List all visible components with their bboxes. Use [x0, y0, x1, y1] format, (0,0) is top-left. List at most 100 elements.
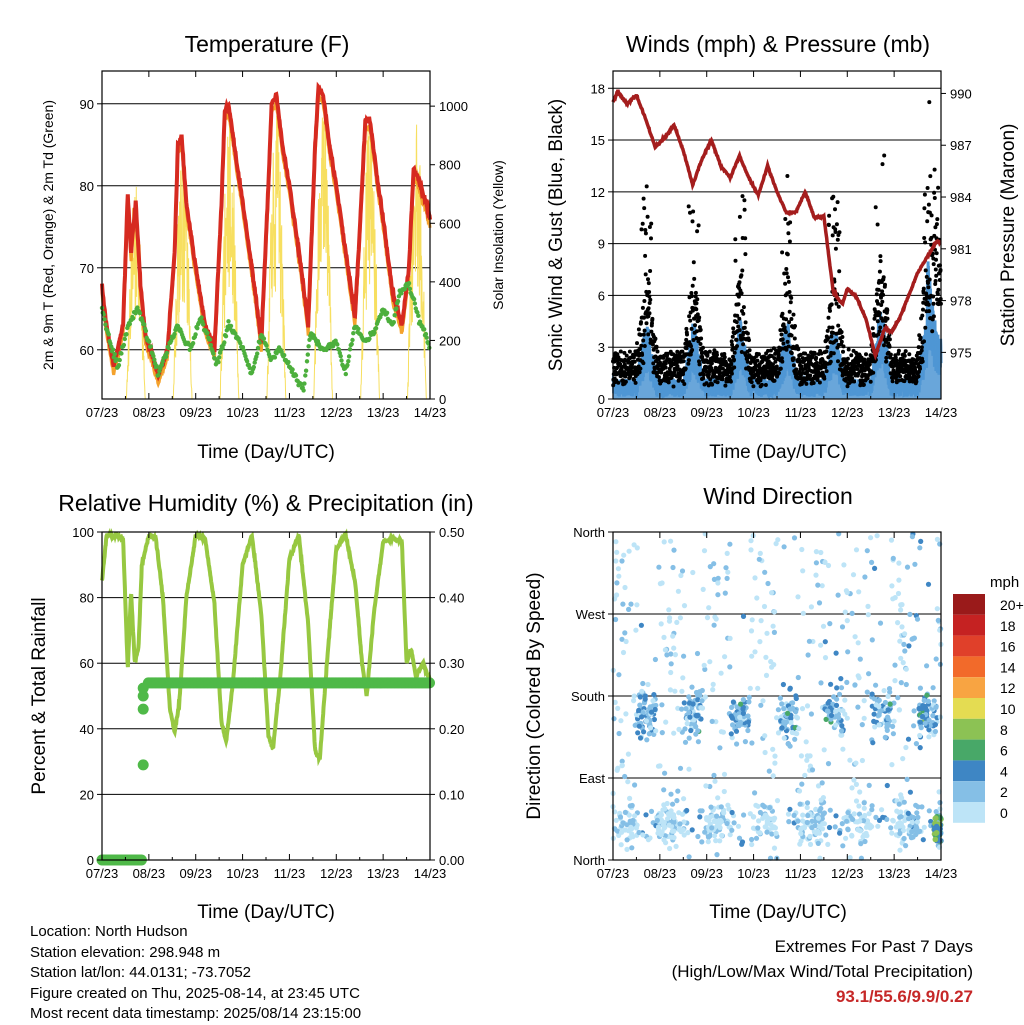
direction-point [876, 722, 882, 728]
gust-point [822, 376, 827, 381]
gust-point [687, 314, 692, 319]
direction-point [661, 634, 667, 641]
direction-point [807, 753, 813, 759]
direction-point [856, 589, 862, 595]
gust-point [640, 305, 645, 310]
gust-point [710, 382, 715, 387]
dewpoint-point [102, 317, 107, 322]
gust-point [831, 194, 836, 199]
direction-point [781, 735, 787, 741]
direction-point [825, 761, 832, 767]
gust-point [796, 347, 801, 352]
direction-point [661, 787, 667, 793]
direction-point [614, 592, 620, 598]
gust-point [729, 371, 734, 376]
direction-point [645, 681, 651, 688]
direction-point [629, 845, 635, 851]
gust-point [743, 236, 748, 241]
direction-point [799, 781, 805, 787]
y2-tick-label: 0.20 [439, 722, 464, 737]
gust-point [640, 352, 645, 357]
direction-point [844, 618, 850, 624]
direction-point [847, 757, 853, 763]
direction-point [805, 652, 811, 658]
dewpoint-point [336, 347, 342, 352]
gust-point [841, 344, 846, 349]
gust-point [921, 286, 926, 291]
direction-point [932, 722, 939, 728]
direction-point [695, 693, 701, 699]
direction-point [623, 638, 629, 645]
gust-point [635, 341, 639, 346]
direction-point [794, 731, 800, 737]
gust-point [926, 285, 931, 290]
direction-point [794, 715, 801, 721]
direction-point [737, 714, 743, 721]
dewpoint-point [142, 322, 147, 327]
gust-point [780, 250, 785, 255]
direction-point [708, 804, 714, 810]
gust-point [742, 198, 747, 203]
direction-point [721, 810, 727, 816]
direction-point [925, 698, 932, 705]
direction-point [645, 837, 652, 843]
direction-point [917, 745, 923, 751]
direction-point [898, 607, 904, 613]
gust-point [774, 364, 779, 369]
gust-point [783, 217, 788, 221]
direction-point [915, 829, 922, 835]
direction-point [672, 652, 679, 658]
direction-point [900, 827, 907, 834]
x-tick-label: 09/23 [179, 866, 212, 881]
gust-point [891, 368, 896, 373]
humidity-title: Relative Humidity (%) & Precipitation (i… [58, 490, 473, 516]
station-location: Location: North Hudson [30, 923, 188, 940]
y2-tick-label: 981 [950, 242, 972, 257]
gust-point [698, 342, 703, 346]
direction-point [855, 673, 861, 679]
dewpoint-point [407, 286, 413, 291]
direction-point [657, 581, 664, 587]
direction-point [825, 700, 831, 706]
direction-point [818, 642, 824, 648]
gust-point [798, 352, 803, 357]
direction-point [631, 542, 637, 548]
direction-point [780, 681, 787, 688]
gust-point [647, 225, 652, 229]
direction-point [758, 702, 764, 708]
direction-point [852, 682, 858, 688]
x-tick-label: 08/23 [133, 405, 166, 420]
direction-point [817, 823, 823, 830]
winds-y-label: Sonic Wind & Gust (Blue, Black) [546, 99, 567, 371]
dewpoint-point [106, 332, 111, 337]
direction-point [679, 811, 686, 817]
gust-point [694, 329, 699, 334]
direction-point [701, 548, 708, 554]
direction-point [666, 607, 672, 613]
dewpoint-point [303, 368, 309, 373]
dewpoint-point [282, 353, 287, 358]
gust-point [709, 361, 714, 366]
y-tick-label: 90 [80, 97, 94, 112]
direction-point [721, 771, 728, 777]
direction-point [615, 566, 622, 572]
colorbar-label: 8 [1000, 722, 1008, 738]
dewpoint-point [293, 373, 299, 378]
direction-point [815, 815, 822, 821]
direction-point [775, 707, 782, 713]
direction-point [933, 823, 940, 830]
direction-point [612, 699, 618, 706]
colorbar-swatch [953, 802, 985, 823]
direction-point [710, 687, 716, 693]
direction-point [833, 650, 839, 656]
direction-point [793, 695, 799, 702]
direction-point [774, 798, 781, 804]
gust-point [780, 359, 785, 364]
direction-point [684, 807, 690, 814]
direction-point [709, 718, 715, 725]
gust-point [730, 342, 735, 347]
direction-point [869, 803, 875, 809]
direction-point [727, 635, 733, 642]
dewpoint-point [266, 348, 271, 354]
dewpoint-point [110, 347, 116, 352]
